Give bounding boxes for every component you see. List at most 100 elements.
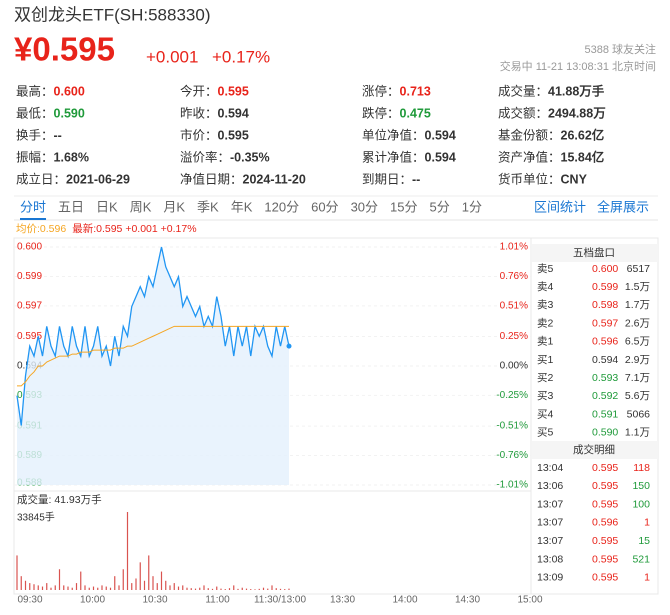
volume-bar bbox=[126, 512, 129, 590]
trade-volume: 100 bbox=[632, 498, 650, 510]
volume-bar bbox=[241, 587, 243, 590]
stat-label: 成交额： bbox=[498, 105, 548, 120]
stat-value: -- bbox=[54, 128, 62, 142]
x-tick-label: 15:00 bbox=[517, 595, 542, 606]
volume-bar bbox=[165, 580, 167, 590]
y-tick-label: 0.600 bbox=[17, 242, 42, 253]
trade-time: 13:04 bbox=[537, 462, 563, 474]
trade-volume: 150 bbox=[632, 480, 650, 492]
tab[interactable]: 年K bbox=[231, 199, 253, 214]
stat-label: 振幅： bbox=[16, 149, 54, 164]
volume-bar bbox=[186, 587, 188, 590]
stat-value: 0.595 bbox=[218, 84, 249, 98]
volume-bar bbox=[190, 588, 192, 590]
trade-volume: 15 bbox=[638, 535, 650, 547]
volume-bar bbox=[92, 586, 95, 590]
tab[interactable]: 15分 bbox=[390, 199, 417, 214]
followers[interactable]: 5388 球友关注 bbox=[584, 42, 656, 56]
y2-tick-label: -0.25% bbox=[496, 390, 528, 401]
volume-bar bbox=[24, 580, 27, 590]
tab[interactable]: 60分 bbox=[311, 199, 338, 214]
volume-bar bbox=[199, 587, 201, 590]
trade-time: 13:06 bbox=[537, 480, 563, 492]
book-name: 买4 bbox=[537, 408, 553, 420]
volume-tick-label: 33845手 bbox=[17, 511, 55, 524]
volume-bar bbox=[131, 583, 133, 590]
trade-price: 0.595 bbox=[592, 553, 618, 565]
volume-bar bbox=[41, 586, 44, 590]
volume-bar bbox=[139, 562, 141, 590]
x-tick-label: 13:30 bbox=[330, 595, 355, 606]
tab[interactable]: 全屏展示 bbox=[597, 199, 649, 214]
y2-tick-label: 0.25% bbox=[500, 331, 528, 342]
book-volume: 5.6万 bbox=[625, 390, 650, 402]
tab[interactable]: 季K bbox=[197, 199, 219, 214]
price-area bbox=[17, 247, 289, 485]
tab[interactable]: 1分 bbox=[462, 199, 482, 214]
trade-price: 0.595 bbox=[592, 535, 618, 547]
volume-bar bbox=[288, 588, 290, 590]
latest-point bbox=[286, 343, 292, 349]
book-name: 卖4 bbox=[537, 281, 553, 293]
book-price: 0.592 bbox=[592, 390, 618, 402]
volume-bar bbox=[46, 583, 48, 590]
volume-bar bbox=[33, 584, 35, 590]
stat-label: 最高： bbox=[16, 83, 54, 98]
average-line bbox=[17, 325, 289, 387]
volume-bar bbox=[279, 588, 282, 590]
stat-value: 2494.88万 bbox=[548, 106, 606, 120]
volume-bar bbox=[148, 555, 150, 590]
volume-bar bbox=[135, 578, 137, 590]
volume-bar bbox=[58, 569, 61, 590]
stat-label: 市价： bbox=[180, 127, 218, 142]
x-tick-label: 09:30 bbox=[17, 595, 42, 606]
volume-bar bbox=[267, 588, 269, 590]
stat-label: 最低： bbox=[16, 106, 54, 120]
stat-value: 1.68% bbox=[54, 150, 89, 164]
book-volume: 2.9万 bbox=[625, 354, 650, 366]
volume-bar bbox=[194, 588, 197, 590]
y2-tick-label: 0.00% bbox=[500, 361, 528, 372]
volume-bar bbox=[97, 587, 99, 590]
stat-value: 0.594 bbox=[425, 150, 456, 164]
tab[interactable]: 5分 bbox=[430, 199, 450, 214]
book-price: 0.591 bbox=[592, 408, 618, 420]
tab[interactable]: 月K bbox=[163, 199, 185, 214]
legend-entry: 均价:0.596 bbox=[16, 223, 66, 235]
volume-bar bbox=[211, 588, 214, 590]
stat-label: 跌停： bbox=[362, 105, 400, 120]
trade-price: 0.595 bbox=[592, 572, 618, 584]
tab[interactable]: 120分 bbox=[264, 199, 299, 214]
tab[interactable]: 周K bbox=[130, 199, 152, 214]
tab[interactable]: 五日 bbox=[58, 199, 84, 214]
book-name: 买5 bbox=[537, 427, 553, 439]
stat-value: 15.84亿 bbox=[561, 149, 605, 164]
volume-bar bbox=[29, 583, 31, 590]
volume-bar bbox=[37, 585, 39, 590]
book-volume: 5066 bbox=[627, 408, 651, 420]
stat-label: 到期日： bbox=[362, 172, 412, 186]
stat-value: 0.475 bbox=[400, 106, 431, 120]
y-tick-label: 0.595 bbox=[17, 331, 42, 342]
volume-bar bbox=[177, 586, 180, 590]
stat-value: 0.595 bbox=[218, 128, 249, 142]
tab[interactable]: 区间统计 bbox=[534, 199, 586, 214]
tab[interactable]: 日K bbox=[96, 199, 118, 214]
x-tick-label: 10:30 bbox=[142, 595, 167, 606]
panel-header bbox=[532, 441, 658, 459]
book-name: 买2 bbox=[537, 372, 553, 384]
tab[interactable]: 分时 bbox=[20, 199, 46, 214]
book-name: 卖2 bbox=[537, 317, 553, 329]
book-volume: 6.5万 bbox=[625, 336, 650, 348]
trade-price: 0.595 bbox=[592, 498, 618, 510]
book-name: 卖3 bbox=[537, 299, 553, 311]
book-name: 买3 bbox=[537, 390, 553, 402]
y2-tick-label: -0.51% bbox=[496, 421, 528, 432]
stat-value: -0.35% bbox=[230, 150, 270, 164]
tab[interactable]: 30分 bbox=[351, 199, 378, 214]
book-price: 0.597 bbox=[592, 317, 618, 329]
volume-bar bbox=[250, 589, 252, 590]
y2-tick-label: -0.76% bbox=[496, 450, 528, 461]
stat-value: 26.62亿 bbox=[561, 127, 605, 142]
